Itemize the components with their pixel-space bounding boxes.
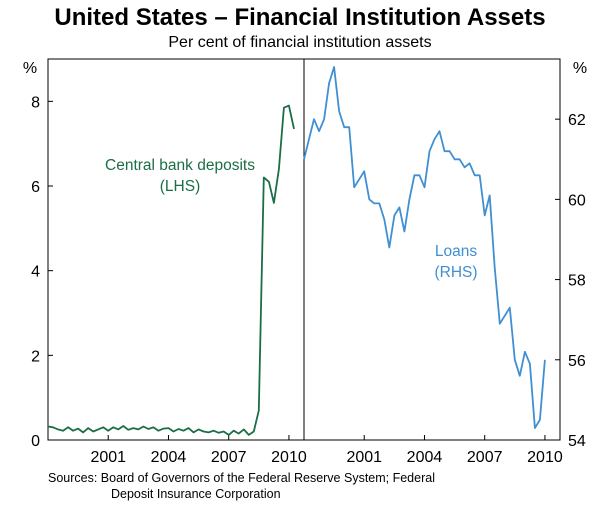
sources-line-1: Sources: Board of Governors of the Feder… bbox=[48, 471, 435, 485]
annotation-rhs: (RHS) bbox=[434, 264, 477, 281]
annotation-lhs: (LHS) bbox=[160, 178, 200, 195]
x-tick-label-left: 2010 bbox=[271, 449, 307, 466]
y-tick-label-left: 8 bbox=[31, 94, 40, 111]
annotation-central-bank-deposits: Central bank deposits bbox=[105, 157, 255, 174]
sources-line-2: Deposit Insurance Corporation bbox=[111, 487, 281, 501]
y-tick-label-right: 60 bbox=[568, 192, 586, 209]
x-tick-label-right: 2010 bbox=[527, 449, 563, 466]
x-tick-label-right: 2004 bbox=[407, 449, 443, 466]
right-axis-unit: % bbox=[573, 60, 587, 77]
x-tick-label-left: 2007 bbox=[211, 449, 247, 466]
y-tick-label-right: 58 bbox=[568, 273, 586, 290]
y-tick-label-left: 0 bbox=[31, 433, 40, 450]
left-axis-unit: % bbox=[23, 60, 37, 77]
chart-subtitle: Per cent of financial institution assets bbox=[168, 34, 432, 51]
series-line-right bbox=[303, 66, 546, 429]
sources-note: Sources: Board of Governors of the Feder… bbox=[48, 470, 435, 502]
annotation-loans: Loans bbox=[435, 243, 477, 260]
x-tick-label-left: 2004 bbox=[151, 449, 187, 466]
y-tick-label-left: 2 bbox=[31, 348, 40, 365]
chart-title: United States – Financial Institution As… bbox=[54, 4, 546, 31]
y-tick-label-left: 6 bbox=[31, 179, 40, 196]
x-tick-label-right: 2007 bbox=[467, 449, 503, 466]
y-tick-label-right: 54 bbox=[568, 433, 586, 450]
y-tick-label-left: 4 bbox=[31, 264, 40, 281]
y-tick-label-right: 56 bbox=[568, 353, 586, 370]
x-tick-label-right: 2001 bbox=[346, 449, 382, 466]
x-tick-label-left: 2001 bbox=[90, 449, 126, 466]
series-line-left bbox=[47, 104, 295, 436]
y-tick-label-right: 62 bbox=[568, 112, 586, 129]
